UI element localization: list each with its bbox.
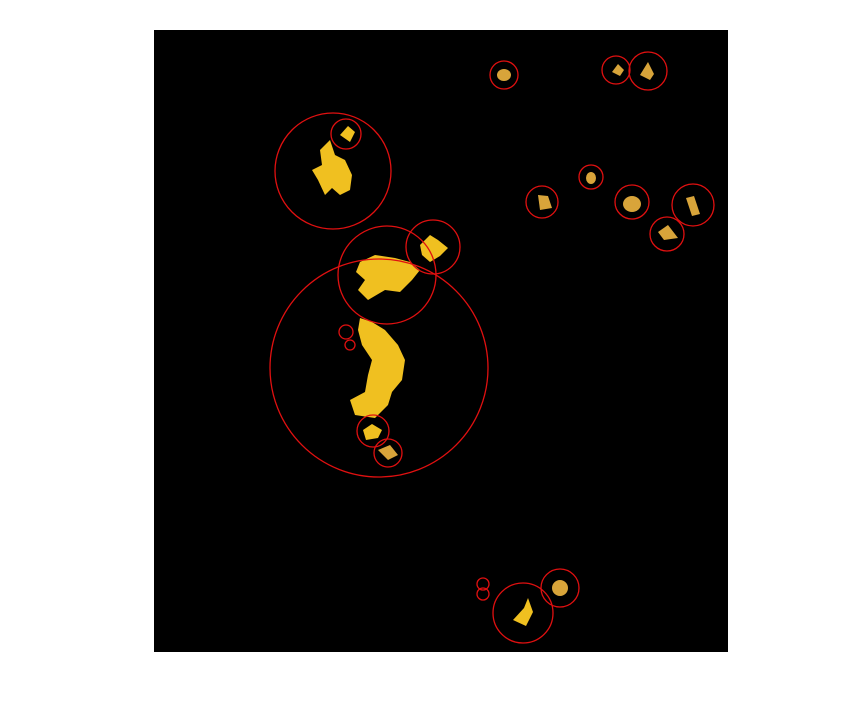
blob bbox=[538, 195, 552, 210]
blob bbox=[312, 140, 352, 195]
circle bbox=[492, 582, 554, 644]
detection-circles bbox=[269, 51, 715, 644]
circle bbox=[269, 258, 489, 478]
blob bbox=[552, 580, 568, 596]
blob bbox=[340, 126, 355, 142]
blob bbox=[586, 172, 596, 184]
blob bbox=[612, 64, 624, 76]
circle bbox=[671, 183, 715, 227]
circle bbox=[489, 60, 519, 90]
blob bbox=[350, 318, 405, 418]
blob bbox=[658, 225, 678, 240]
circle bbox=[578, 164, 604, 190]
blob bbox=[420, 235, 448, 262]
circle bbox=[476, 587, 490, 601]
blob bbox=[623, 196, 641, 212]
blob bbox=[640, 62, 654, 80]
blob bbox=[686, 196, 700, 216]
circle bbox=[274, 112, 392, 230]
blob bbox=[513, 598, 533, 626]
blob bbox=[356, 255, 420, 300]
circle bbox=[525, 185, 559, 219]
blobs bbox=[312, 62, 700, 626]
blob bbox=[363, 424, 382, 440]
circle bbox=[614, 184, 650, 220]
circle bbox=[649, 216, 685, 252]
circle bbox=[628, 51, 668, 91]
circle bbox=[540, 568, 580, 608]
circle bbox=[601, 55, 631, 85]
circle bbox=[476, 577, 490, 591]
circle bbox=[330, 118, 362, 150]
image-background bbox=[154, 30, 728, 652]
circle bbox=[373, 438, 403, 468]
circle bbox=[338, 324, 354, 340]
blob bbox=[378, 445, 398, 460]
circle bbox=[344, 339, 356, 351]
blob bbox=[497, 69, 511, 81]
circle bbox=[356, 414, 390, 448]
